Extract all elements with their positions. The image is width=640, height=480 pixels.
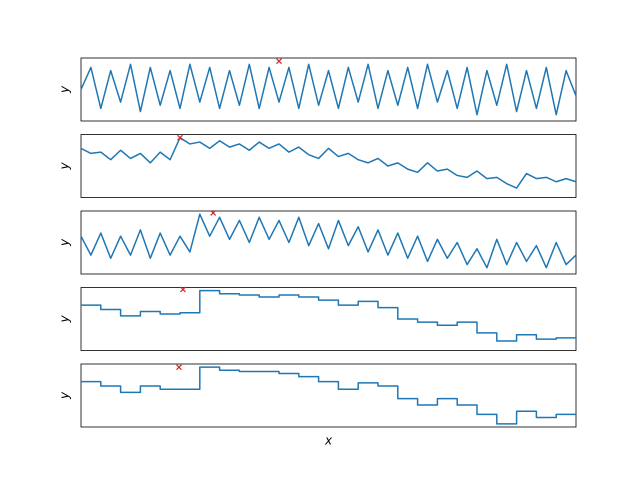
y-axis-label: y — [58, 162, 72, 171]
axes-frame — [80, 57, 577, 122]
axes-frame — [80, 134, 577, 198]
data-line — [81, 366, 576, 425]
axes-frame — [80, 287, 577, 351]
axes-frame — [80, 210, 577, 275]
peak-marker — [177, 134, 183, 141]
y-axis-label: y — [58, 85, 72, 94]
peak-marker — [180, 286, 186, 293]
axes-frame — [80, 363, 577, 428]
y-axis-label: y — [58, 238, 72, 247]
x-axis-label: x — [324, 434, 333, 448]
data-line — [80, 63, 577, 116]
y-axis-label: y — [58, 391, 72, 400]
data-line — [80, 136, 577, 189]
peak-marker — [276, 58, 282, 65]
peak-marker — [176, 364, 182, 371]
data-line — [80, 213, 577, 269]
data-line — [81, 289, 577, 342]
peak-marker — [210, 209, 217, 216]
y-axis-label: y — [58, 315, 72, 324]
